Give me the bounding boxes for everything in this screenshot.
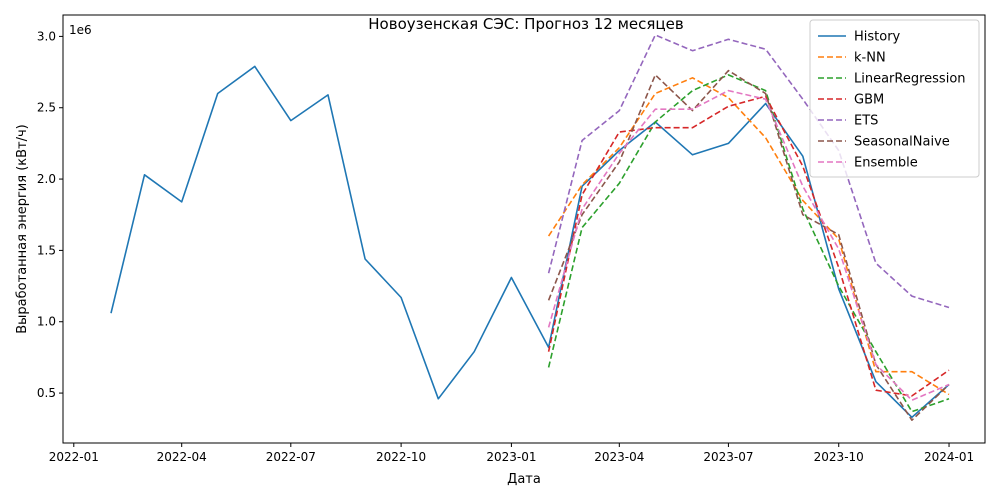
legend: History k-NN LinearRegression GBM ETS Seasona…	[809, 19, 980, 178]
legend-entry: History	[854, 30, 901, 45]
chart-title: Новоузенская СЭС: Прогноз 12 месяцев	[368, 15, 683, 33]
legend-entry: Ensemble	[854, 156, 918, 171]
series-line-ensemble	[547, 89, 950, 402]
plot-frame	[62, 14, 986, 444]
series-line-gbm	[547, 95, 950, 397]
y-tick-label: 1.5	[37, 243, 56, 257]
x-tick-label: 2023-04	[594, 450, 644, 464]
x-axis-label: Дата	[507, 472, 541, 487]
x-tick-label: 2023-01	[486, 450, 536, 464]
series-layer	[110, 34, 950, 422]
y-tick-label: 0.5	[37, 386, 56, 400]
y-tick-label: 2.0	[37, 172, 56, 186]
series-line-ets	[547, 34, 950, 309]
series-line-history	[110, 65, 950, 419]
y-axis-label: Выработанная энергия (кВт/ч)	[15, 124, 30, 334]
y-tick-label: 1.0	[37, 315, 56, 329]
x-tick-label: 2022-01	[49, 450, 99, 464]
x-tick-label: 2023-07	[703, 450, 753, 464]
legend-box	[809, 19, 980, 178]
legend-entry: ETS	[854, 114, 878, 129]
y-multiplier-label: 1e6	[69, 23, 92, 37]
legend-entry: k-NN	[854, 51, 886, 66]
legend-entry: SeasonalNaive	[854, 135, 950, 150]
x-tick-label: 2024-01	[924, 450, 974, 464]
x-tick-label: 2023-10	[814, 450, 864, 464]
legend-entry: LinearRegression	[854, 72, 966, 87]
y-tick-label: 2.5	[37, 101, 56, 115]
x-axis: 2022-01 2022-04 2022-07 2022-10 2023-01 2023-…	[49, 443, 974, 464]
y-tick-label: 3.0	[37, 29, 56, 43]
x-tick-label: 2022-04	[157, 450, 207, 464]
legend-entry: GBM	[854, 93, 884, 108]
x-tick-label: 2022-07	[266, 450, 316, 464]
x-tick-label: 2022-10	[376, 450, 426, 464]
series-line-seasonalnaive	[547, 69, 950, 422]
y-axis: 0.5 1.0 1.5 2.0 2.5 3.0	[37, 29, 63, 400]
